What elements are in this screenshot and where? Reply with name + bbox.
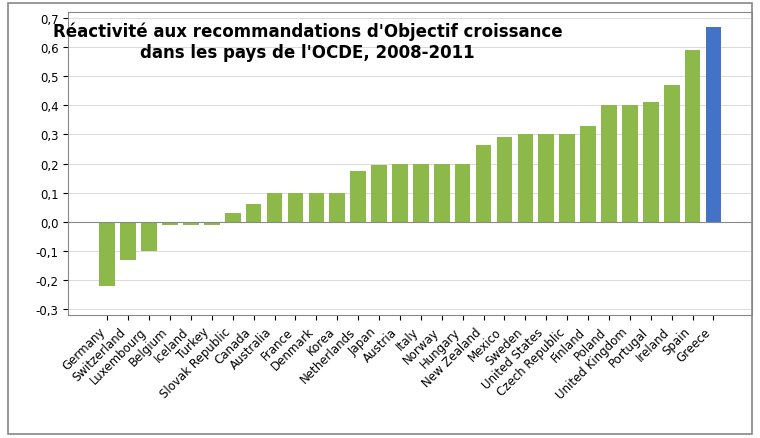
- Bar: [601, 106, 617, 223]
- Bar: [350, 172, 366, 223]
- Bar: [580, 127, 596, 223]
- Bar: [622, 106, 638, 223]
- Bar: [496, 138, 512, 223]
- Bar: [643, 103, 659, 223]
- Bar: [413, 164, 429, 223]
- Bar: [100, 223, 116, 286]
- Bar: [663, 86, 679, 223]
- Bar: [120, 223, 136, 260]
- Bar: [162, 223, 178, 225]
- Bar: [287, 193, 303, 223]
- Bar: [538, 135, 554, 223]
- Bar: [518, 135, 534, 223]
- Bar: [204, 223, 220, 225]
- Text: Réactivité aux recommandations d'Objectif croissance
dans les pays de l'OCDE, 20: Réactivité aux recommandations d'Objecti…: [53, 22, 562, 61]
- Bar: [705, 28, 721, 223]
- Bar: [434, 164, 450, 223]
- Bar: [559, 135, 575, 223]
- Bar: [267, 193, 283, 223]
- Bar: [371, 166, 387, 223]
- Bar: [245, 205, 261, 223]
- Bar: [685, 51, 701, 223]
- Bar: [183, 223, 199, 225]
- Bar: [476, 145, 492, 223]
- Bar: [454, 164, 470, 223]
- Bar: [141, 223, 157, 251]
- Bar: [392, 164, 408, 223]
- Bar: [329, 193, 345, 223]
- Bar: [309, 193, 325, 223]
- Bar: [225, 214, 241, 223]
